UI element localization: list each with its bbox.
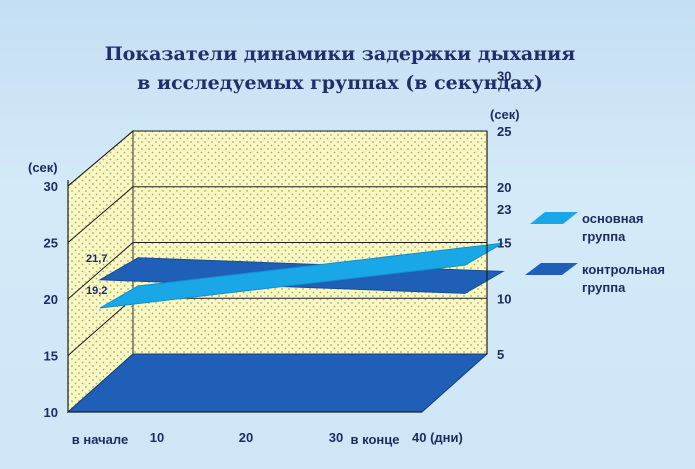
grid-line bbox=[67, 186, 487, 243]
x-tick: 40 (дни) bbox=[412, 430, 463, 445]
chart-title: Показатели динамики задержки дыхания в и… bbox=[104, 43, 576, 94]
legend-item-control: контрольная группа bbox=[525, 262, 665, 295]
x-category-label: в конце bbox=[351, 432, 400, 447]
legend-swatch-main bbox=[530, 212, 578, 224]
y-tick-right: 30 bbox=[497, 68, 511, 83]
y-tick-left: 10 bbox=[44, 405, 58, 420]
legend-swatch-control bbox=[525, 263, 578, 275]
data-label: 21,7 bbox=[86, 253, 107, 265]
legend-item-main: основная группа bbox=[530, 211, 643, 244]
y-tick-left: 15 bbox=[44, 349, 58, 364]
y-tick-right: 25 bbox=[497, 124, 511, 139]
y-tick-right: 20 bbox=[497, 180, 511, 195]
y-tick-right: 15 bbox=[497, 236, 511, 251]
grid-line bbox=[67, 130, 487, 187]
y-unit-left: (сек) bbox=[28, 160, 58, 175]
chart-floor bbox=[66, 353, 489, 413]
legend-label-control-line2: группа bbox=[582, 280, 626, 295]
x-tick: 10 bbox=[150, 430, 164, 445]
y-tick-left: 30 bbox=[44, 179, 58, 194]
legend-label-main-line2: группа bbox=[582, 229, 626, 244]
data-label: 23 bbox=[497, 202, 511, 217]
y-unit-right: (сек) bbox=[490, 107, 520, 122]
x-category-label: в начале bbox=[72, 432, 128, 447]
x-tick: 20 bbox=[239, 430, 253, 445]
legend-label-control-line1: контрольная bbox=[582, 262, 665, 277]
legend: основная группа контрольная группа bbox=[525, 211, 665, 295]
y-tick-left: 20 bbox=[44, 292, 58, 307]
data-label: 19,2 bbox=[86, 285, 107, 297]
x-tick: 30 bbox=[329, 430, 343, 445]
y-tick-right: 5 bbox=[497, 347, 504, 362]
legend-label-main-line1: основная bbox=[582, 211, 643, 226]
y-tick-right: 10 bbox=[497, 291, 511, 306]
y-tick-left: 25 bbox=[44, 236, 58, 251]
series-ribbon-main bbox=[99, 242, 504, 309]
grid-lines bbox=[67, 130, 487, 356]
grid-line bbox=[67, 242, 487, 300]
